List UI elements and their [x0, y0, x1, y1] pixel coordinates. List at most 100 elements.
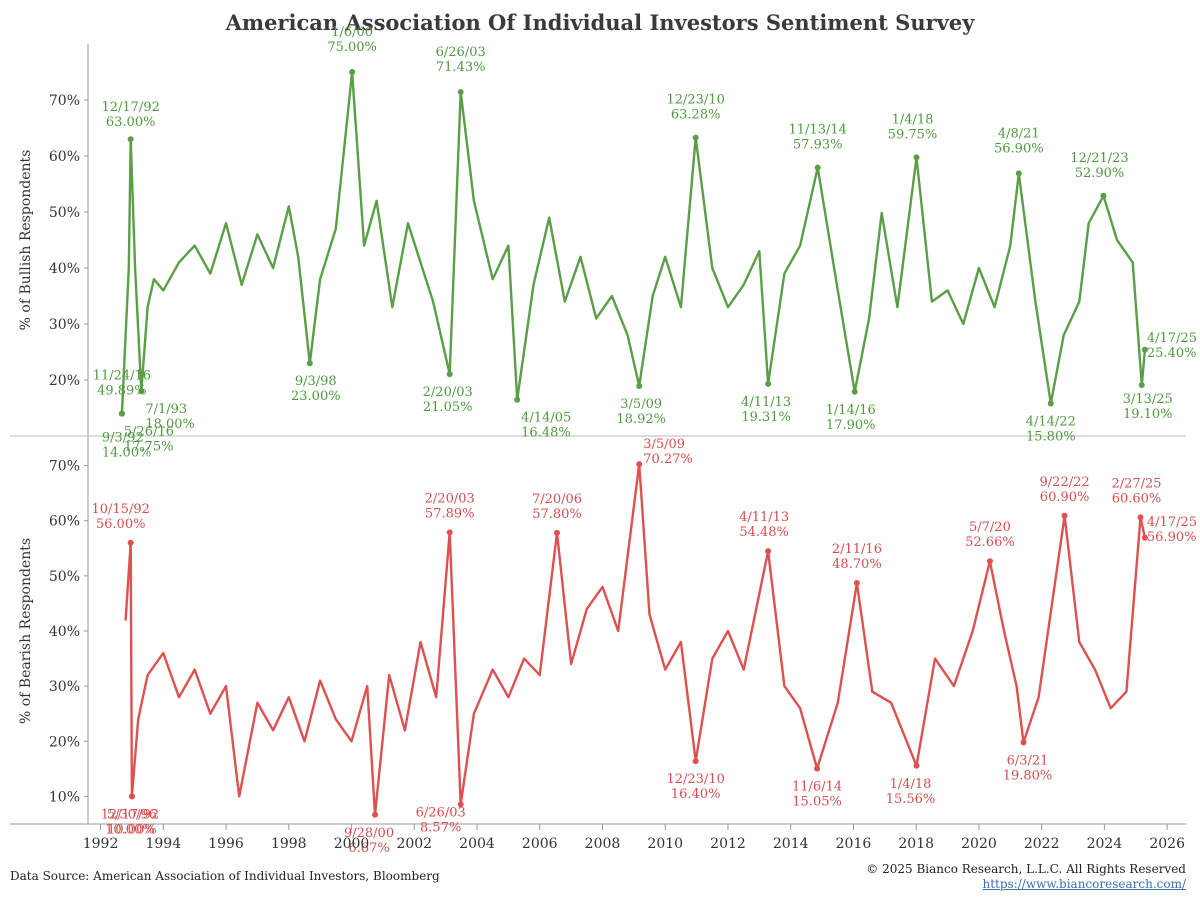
- annotation-date-bull: 12/23/10: [666, 93, 724, 108]
- data-point-bear: [1094, 668, 1096, 671]
- data-point-bear: [680, 641, 682, 643]
- annotation-value-bull: 49.89%: [97, 384, 147, 399]
- data-point-bear: [507, 696, 510, 699]
- x-tick-label: 2016: [836, 836, 872, 852]
- x-tick-label: 2012: [710, 836, 746, 852]
- y-tick-label-bear: 40%: [49, 624, 80, 640]
- data-point-bull: [256, 233, 259, 236]
- data-point-bull: [146, 306, 149, 309]
- data-point-bear: [334, 718, 337, 721]
- data-point-bull: [152, 278, 155, 281]
- website-link[interactable]: https://www.biancoresearch.com/: [982, 877, 1186, 891]
- data-point-bear: [585, 608, 588, 610]
- annotation-value-bull: 19.31%: [741, 410, 791, 425]
- x-tick-label: 2006: [522, 836, 558, 852]
- annotation-marker-bull: [457, 88, 464, 95]
- annotation-marker-bull: [1015, 170, 1022, 177]
- annotation-date-bear: 9/28/00: [344, 826, 394, 841]
- data-point-bear: [952, 685, 955, 688]
- y-tick-label-bull: 40%: [49, 261, 80, 277]
- annotation-marker-bull: [851, 388, 858, 395]
- data-point-bull: [611, 295, 613, 297]
- data-point-bear: [1003, 630, 1005, 632]
- data-point-bull: [680, 306, 682, 309]
- annotation-value-bear: 6.67%: [348, 841, 389, 856]
- annotation-marker-bull: [349, 69, 356, 75]
- annotation-marker-bear: [636, 461, 643, 468]
- annotation-value-bear: 10.00%: [107, 822, 157, 837]
- annotation-value-bull: 63.00%: [106, 115, 156, 130]
- y-tick-label-bull: 20%: [49, 373, 80, 389]
- annotation-value-bear: 15.56%: [886, 792, 936, 807]
- data-point-bear: [472, 712, 475, 715]
- data-point-bull: [472, 199, 475, 202]
- annotation-marker-bull: [306, 360, 313, 367]
- data-point-bear: [124, 619, 127, 621]
- annotation-date-bear: 2/20/03: [425, 491, 475, 506]
- data-point-bull: [783, 272, 786, 275]
- annotation-marker-bull: [138, 388, 145, 395]
- data-source: Data Source: American Association of Ind…: [10, 869, 440, 883]
- annotation-marker-bull: [1141, 346, 1148, 353]
- y-tick-label-bear: 30%: [49, 679, 80, 695]
- annotation-date-bull: 4/14/05: [521, 411, 571, 426]
- annotation-marker-bear: [765, 548, 772, 555]
- data-point-bear: [256, 701, 259, 704]
- data-point-bear: [178, 696, 180, 699]
- data-point-bull: [664, 255, 667, 258]
- data-point-bull: [758, 250, 761, 253]
- annotation-value-bear: 10.00%: [105, 822, 155, 837]
- y-tick-label-bear: 50%: [49, 569, 80, 585]
- annotation-marker-bull: [636, 383, 643, 390]
- data-point-bull: [880, 212, 883, 215]
- annotation-value-bull: 25.40%: [1147, 346, 1197, 361]
- series-line-bear: [124, 462, 1147, 816]
- annotation-date-bull: 6/26/03: [436, 45, 486, 60]
- annotation-value-bull: 18.92%: [616, 412, 666, 427]
- data-point-bull: [1078, 300, 1081, 303]
- data-point-bull: [946, 289, 949, 292]
- annotation-value-bear: 56.00%: [96, 517, 146, 532]
- annotation-marker-bull: [446, 371, 453, 378]
- annotation-date-bull: 7/1/93: [145, 402, 187, 417]
- annotation-marker-bear: [986, 558, 993, 565]
- annotation-marker-bull: [814, 164, 821, 171]
- annotation-marker-bull: [118, 410, 125, 417]
- annotation-date-bear: 9/22/22: [1040, 475, 1090, 490]
- y-axis-title-bear: % of Bearish Respondents: [18, 538, 34, 724]
- data-point-bull: [799, 244, 802, 247]
- data-point-bull: [532, 283, 535, 286]
- x-tick-label: 2022: [1024, 836, 1060, 852]
- annotation-date-bear: 1/4/18: [890, 777, 932, 792]
- data-point-bull: [868, 317, 871, 320]
- data-point-bear: [238, 795, 241, 798]
- y-tick-label-bear: 10%: [49, 789, 80, 805]
- series-line-bull: [120, 70, 1147, 414]
- data-point-bull: [127, 267, 130, 269]
- annotation-marker-bear: [457, 801, 464, 808]
- data-point-bull: [579, 255, 582, 258]
- y-tick-label-bull: 30%: [49, 317, 80, 333]
- annotation-value-bear: 19.80%: [1003, 768, 1053, 783]
- y-tick-label-bull: 50%: [49, 205, 80, 221]
- data-point-bull: [432, 300, 434, 303]
- data-point-bull: [595, 317, 598, 320]
- annotation-date-bear: 11/6/14: [792, 780, 842, 795]
- data-point-bear: [146, 674, 149, 677]
- y-tick-label-bear: 20%: [49, 734, 80, 750]
- annotation-value-bear: 60.90%: [1040, 490, 1090, 505]
- annotation-date-bull: 4/11/13: [741, 395, 791, 410]
- annotation-marker-bear: [1061, 512, 1068, 519]
- annotation-date-bull: 9/3/92: [102, 431, 144, 446]
- x-tick-label: 2010: [647, 836, 683, 852]
- data-point-bear: [934, 657, 936, 660]
- data-point-bear: [1015, 685, 1018, 688]
- annotation-date-bull: 5/26/16: [124, 425, 174, 440]
- data-point-bear: [601, 585, 604, 588]
- annotation-value-bull: 17.90%: [826, 418, 876, 433]
- data-point-bear: [742, 668, 745, 671]
- annotation-marker-bear: [1137, 514, 1144, 521]
- data-point-bear: [491, 668, 494, 671]
- data-point-bull: [993, 306, 996, 309]
